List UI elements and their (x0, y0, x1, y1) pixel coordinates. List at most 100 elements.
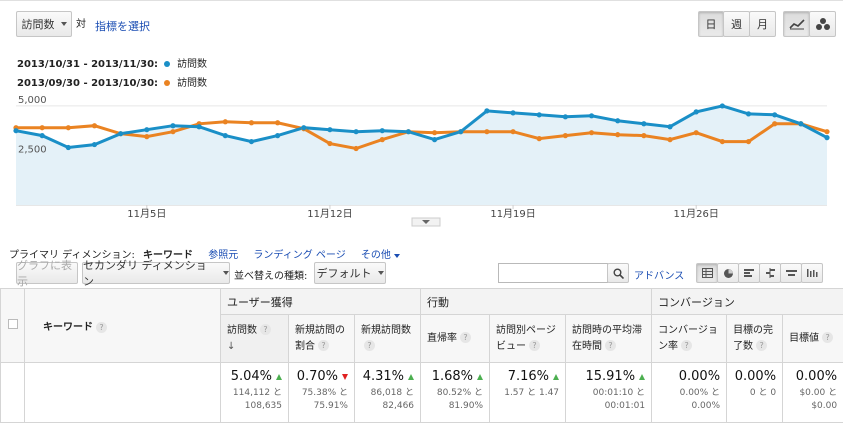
bounce-rate-column-header[interactable]: 直帰率? (421, 315, 490, 363)
visits-column-header[interactable]: 訪問数? ↓ (221, 315, 289, 363)
sort-desc-arrow-icon: ↓ (227, 341, 235, 352)
table-search-input[interactable] (498, 263, 608, 283)
series-1-point (798, 121, 803, 126)
conversion-rate-previous: 0.00% (691, 401, 720, 411)
series-2-point (484, 129, 489, 134)
secondary-dimension-select[interactable]: セカンダリ ディメンション (82, 262, 230, 284)
view-pivot-button[interactable] (801, 263, 823, 283)
period-month-button[interactable]: 月 (749, 11, 776, 37)
view-pie-button[interactable] (717, 263, 739, 283)
help-icon[interactable]: ? (756, 340, 767, 351)
select-all-checkbox[interactable] (8, 319, 18, 329)
legend-metric-2: 訪問数 (177, 78, 207, 89)
new-visits-column-header[interactable]: 新規訪問数? (355, 315, 421, 363)
conversion-rate-column-header[interactable]: コンバージョン率? (652, 315, 727, 363)
visits-current: 114,112 と (233, 388, 282, 398)
help-icon[interactable]: ? (529, 340, 540, 351)
search-button[interactable] (607, 263, 629, 283)
term-cloud-icon (786, 268, 797, 278)
pages-per-visit-change: 7.16% (508, 369, 549, 384)
series-1-point (667, 124, 672, 129)
series-1-point (746, 111, 751, 116)
y-tick-label: 2,500 (18, 144, 47, 155)
up-arrow-icon (408, 374, 414, 380)
legend-metric-1: 訪問数 (177, 59, 207, 70)
goal-value-previous: $0.00 (811, 401, 837, 411)
avg-duration-change: 15.91% (585, 369, 635, 384)
sort-type-select[interactable]: デフォルト (314, 262, 386, 284)
y-tick-label: 5,000 (18, 95, 47, 106)
series-2-point (589, 130, 594, 135)
view-table-button[interactable] (696, 263, 718, 283)
help-icon[interactable]: ? (822, 332, 833, 343)
series-2-point (40, 125, 45, 130)
goal-value-cell: 0.00% $0.00 と$0.00 (783, 363, 843, 423)
select-metric-link[interactable]: 指標を選択 (95, 18, 150, 34)
x-tick-label: 11月26日 (673, 208, 718, 220)
help-icon[interactable]: ? (460, 332, 471, 343)
help-icon[interactable]: ? (96, 322, 107, 333)
row-select-cell (1, 363, 25, 423)
series-2-point (615, 132, 620, 137)
conversion-rate-current: 0.00% と (680, 388, 720, 398)
bounce-rate-label: 直帰率 (427, 333, 457, 344)
series-1-point (144, 127, 149, 132)
view-comparison-button[interactable] (759, 263, 781, 283)
pages-per-visit-column-header[interactable]: 訪問別ページビュー? (490, 315, 566, 363)
view-term-cloud-button[interactable] (780, 263, 802, 283)
goal-value-column-header[interactable]: 目標値? (783, 315, 843, 363)
series-2-point (746, 139, 751, 144)
series-2-point (720, 139, 725, 144)
help-icon[interactable]: ? (364, 340, 375, 351)
series-1-point (432, 137, 437, 142)
graph-rows-button[interactable]: グラフに表示 (16, 262, 78, 284)
new-visit-rate-previous: 75.91% (314, 401, 348, 411)
behavior-group-header: 行動 (421, 289, 652, 315)
series-1-point (40, 133, 45, 138)
motion-chart-mode-button[interactable] (809, 11, 836, 37)
new-visit-rate-current: 75.38% と (302, 388, 348, 398)
series-2-point (432, 130, 437, 135)
series-2-point (380, 137, 385, 142)
pages-per-visit-cell: 7.16% 1.57 と 1.47 (490, 363, 566, 423)
avg-duration-previous: 00:01:01 (605, 401, 645, 411)
chevron-down-icon (223, 271, 229, 275)
search-icon (613, 268, 624, 279)
series-2-point (563, 133, 568, 138)
series-2-point (510, 129, 515, 134)
period-day-button[interactable]: 日 (698, 11, 724, 37)
visits-change: 5.04% (231, 369, 272, 384)
avg-duration-column-header[interactable]: 訪問時の平均滞在時間? (566, 315, 652, 363)
legend-series-1: 2013/10/31 - 2013/11/30:訪問数 (17, 55, 207, 70)
new-visit-rate-column-header[interactable]: 新規訪問の割合? (289, 315, 355, 363)
goal-completions-change: 0.00% (735, 369, 776, 384)
dimension-other-label: その他 (361, 250, 391, 261)
metric-select[interactable]: 訪問数 (16, 11, 72, 37)
advanced-filter-link[interactable]: アドバンス (634, 267, 684, 282)
help-icon[interactable]: ? (318, 340, 329, 351)
goal-completions-column-header[interactable]: 目標の完了数? (727, 315, 783, 363)
goal-value-current: $0.00 と (799, 388, 837, 398)
series-2-point (327, 141, 332, 146)
keyword-column-header[interactable]: キーワード? (25, 289, 221, 363)
chevron-down-icon (394, 254, 400, 258)
series-1-point (589, 113, 594, 118)
view-performance-button[interactable] (738, 263, 760, 283)
series-1-point (537, 112, 542, 117)
series-1-point (301, 125, 306, 130)
period-week-button[interactable]: 週 (723, 11, 750, 37)
help-icon[interactable]: ? (681, 340, 692, 351)
series-1-point (772, 112, 777, 117)
graph-rows-label: グラフに表示 (17, 257, 77, 289)
new-visits-change: 4.31% (363, 369, 404, 384)
series-2-point (537, 136, 542, 141)
help-icon[interactable]: ? (260, 324, 271, 335)
dimension-landing-link[interactable]: ランディング ページ (253, 250, 345, 261)
help-icon[interactable]: ? (605, 340, 616, 351)
series-1-point (118, 131, 123, 136)
dimension-other-link[interactable]: その他 (361, 250, 400, 261)
x-tick-label: 11月12日 (307, 208, 352, 220)
line-chart-mode-button[interactable] (783, 11, 810, 37)
